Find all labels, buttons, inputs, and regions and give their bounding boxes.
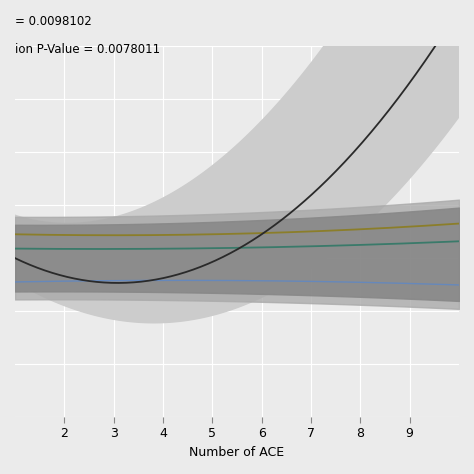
X-axis label: Number of ACE: Number of ACE xyxy=(190,446,284,459)
Text: = 0.0098102: = 0.0098102 xyxy=(15,15,92,27)
Text: ion P-Value = 0.0078011: ion P-Value = 0.0078011 xyxy=(15,43,160,55)
